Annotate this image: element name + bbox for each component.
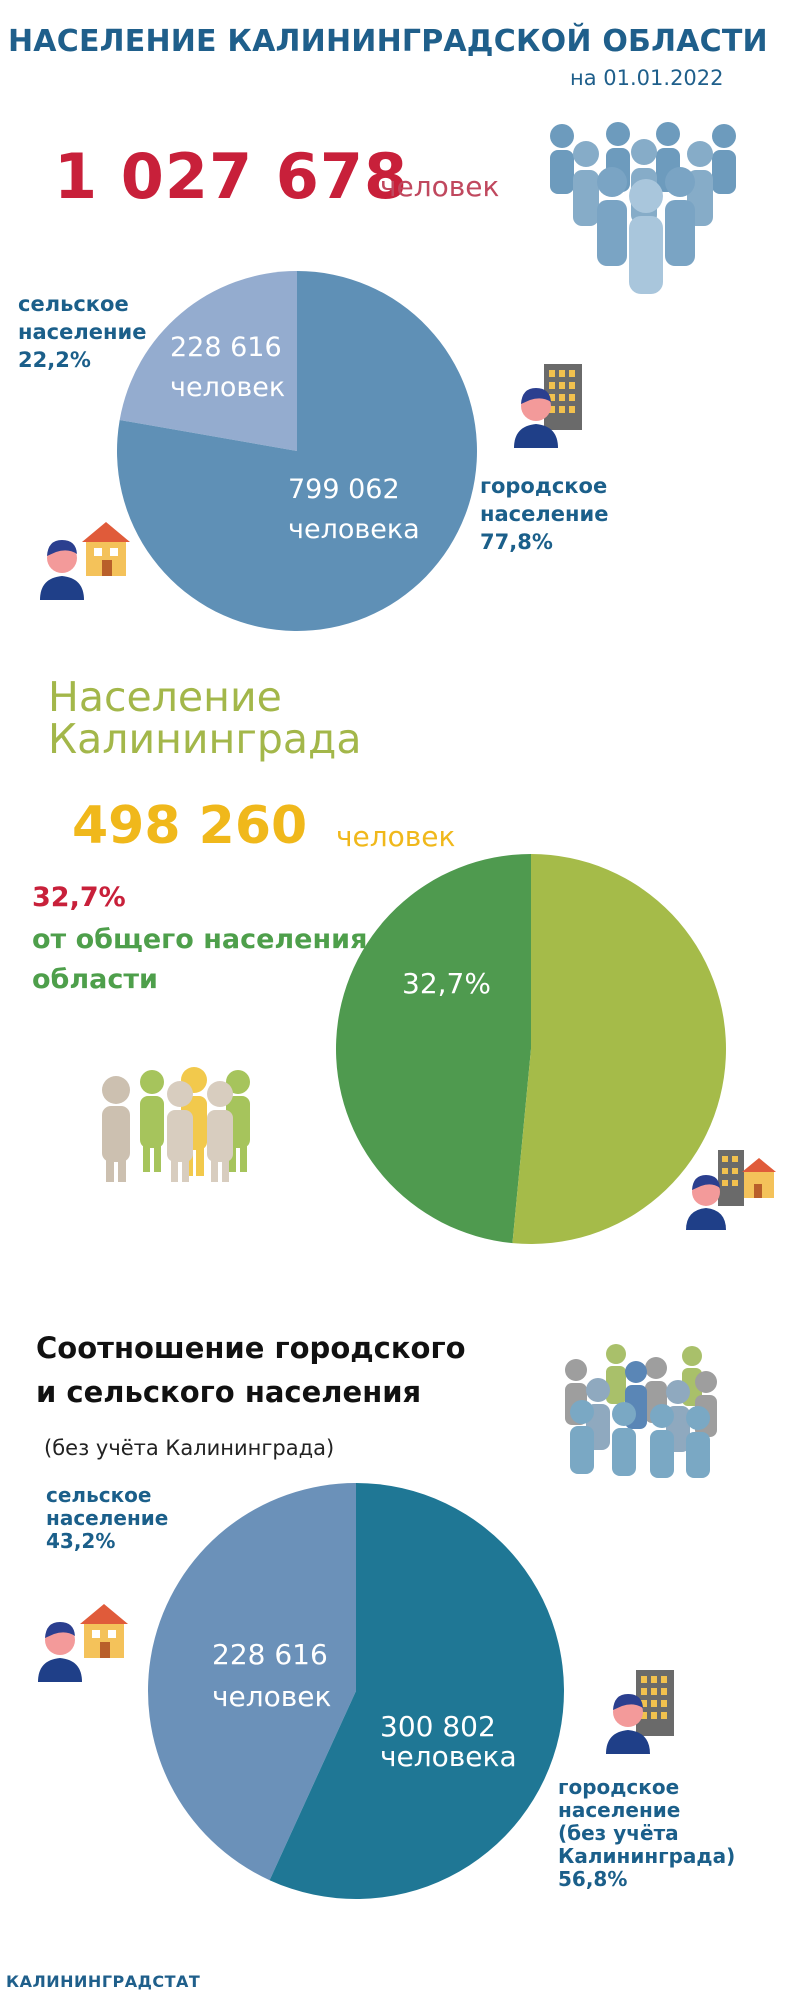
person-with-building-icon xyxy=(606,1670,674,1754)
city-title-line1: Население xyxy=(48,673,282,721)
pie3-slice-1 xyxy=(147,1483,356,1881)
pie3-urban-legend-line1: городское xyxy=(558,1775,680,1799)
pie3-urban-legend-line3: (без учёта xyxy=(558,1821,679,1845)
city-total: 498 260 xyxy=(72,796,308,856)
person-with-house-icon xyxy=(38,1604,128,1682)
pie3-urban-legend-line2: население xyxy=(558,1798,681,1822)
pie2-city-value: 32,7% xyxy=(402,967,491,1000)
pie3-urban-legend-pct: 56,8% xyxy=(558,1867,628,1891)
pie3-rural-legend: сельское население 43,2% xyxy=(46,1484,168,1553)
footer-source: КАЛИНИНГРАДСТАТ xyxy=(6,1972,201,1991)
pie3-rural-legend-line2: население xyxy=(46,1506,169,1530)
pie3-urban-unit: человека xyxy=(380,1740,517,1773)
people-group-icon xyxy=(565,1344,717,1478)
pie3-urban-number: 300 802 xyxy=(380,1710,496,1743)
pie1-rural-legend-pct: 22,2% xyxy=(18,348,91,372)
pie1-urban-value: 799 062 человека xyxy=(288,470,420,550)
page-title: НАСЕЛЕНИЕ КАЛИНИНГРАДСКОЙ ОБЛАСТИ xyxy=(8,24,768,59)
person-with-house-icon xyxy=(40,522,130,600)
city-share-text-line1: от общего населения xyxy=(32,924,368,955)
pie1-urban-legend-line2: население xyxy=(480,502,609,526)
city-total-unit: человек xyxy=(336,820,456,853)
section3-note: (без учёта Калининграда) xyxy=(44,1436,335,1460)
section3-title-line2: и сельского населения xyxy=(36,1375,422,1409)
pie1-rural-unit: человек xyxy=(170,372,286,403)
pie1-rural-legend-line2: население xyxy=(18,320,147,344)
region-total: 1 027 678 xyxy=(54,140,409,213)
section3-title: Соотношение городского и сельского насел… xyxy=(36,1326,466,1414)
pie3-urban-legend: городское население (без учёта Калинингр… xyxy=(558,1776,735,1891)
pie3-slice-2 xyxy=(269,1483,564,1899)
pie2-slice-1 xyxy=(335,854,531,1244)
pie3-rural-legend-line1: сельское xyxy=(46,1483,152,1507)
person-with-building-icon xyxy=(686,1150,776,1230)
pie3-rural-legend-pct: 43,2% xyxy=(46,1529,116,1553)
city-title-line2: Калининграда xyxy=(48,715,362,763)
pie1-urban-unit: человека xyxy=(288,514,420,545)
pie1-urban-number: 799 062 xyxy=(288,474,400,505)
pie3-urban-legend-line4: Калининграда) xyxy=(558,1844,736,1868)
pie1-slice-2 xyxy=(116,271,477,631)
region-total-unit: человек xyxy=(380,170,500,203)
pie1-slice-1 xyxy=(119,271,297,451)
pie1-rural-legend-line1: сельское xyxy=(18,292,129,316)
pie1-rural-legend: сельское население 22,2% xyxy=(18,290,146,374)
pie3-rural-value: 228 616 человек xyxy=(212,1634,331,1718)
person-with-building-icon xyxy=(514,364,582,448)
pie1-urban-legend-line1: городское xyxy=(480,474,608,498)
pie1-rural-value: 228 616 человек xyxy=(170,328,285,408)
pie3-urban-value: 300 802 человека xyxy=(380,1712,517,1772)
people-group-icon xyxy=(550,122,736,294)
pie2-slice-2 xyxy=(512,854,726,1244)
pie1-rural-number: 228 616 xyxy=(170,332,282,363)
pie1-urban-legend-pct: 77,8% xyxy=(480,530,553,554)
pie3-rural-number: 228 616 xyxy=(212,1638,328,1671)
city-share-text: от общего населения области xyxy=(32,920,367,1000)
section3-title-line1: Соотношение городского xyxy=(36,1331,466,1365)
people-group-icon xyxy=(102,1067,250,1182)
city-title: Население Калининграда xyxy=(48,676,362,760)
city-share-text-line2: области xyxy=(32,964,158,995)
date-label: на 01.01.2022 xyxy=(570,66,724,90)
pie1-urban-legend: городское население 77,8% xyxy=(480,472,608,556)
city-share-pct: 32,7% xyxy=(32,882,126,913)
pie3-rural-unit: человек xyxy=(212,1680,332,1713)
